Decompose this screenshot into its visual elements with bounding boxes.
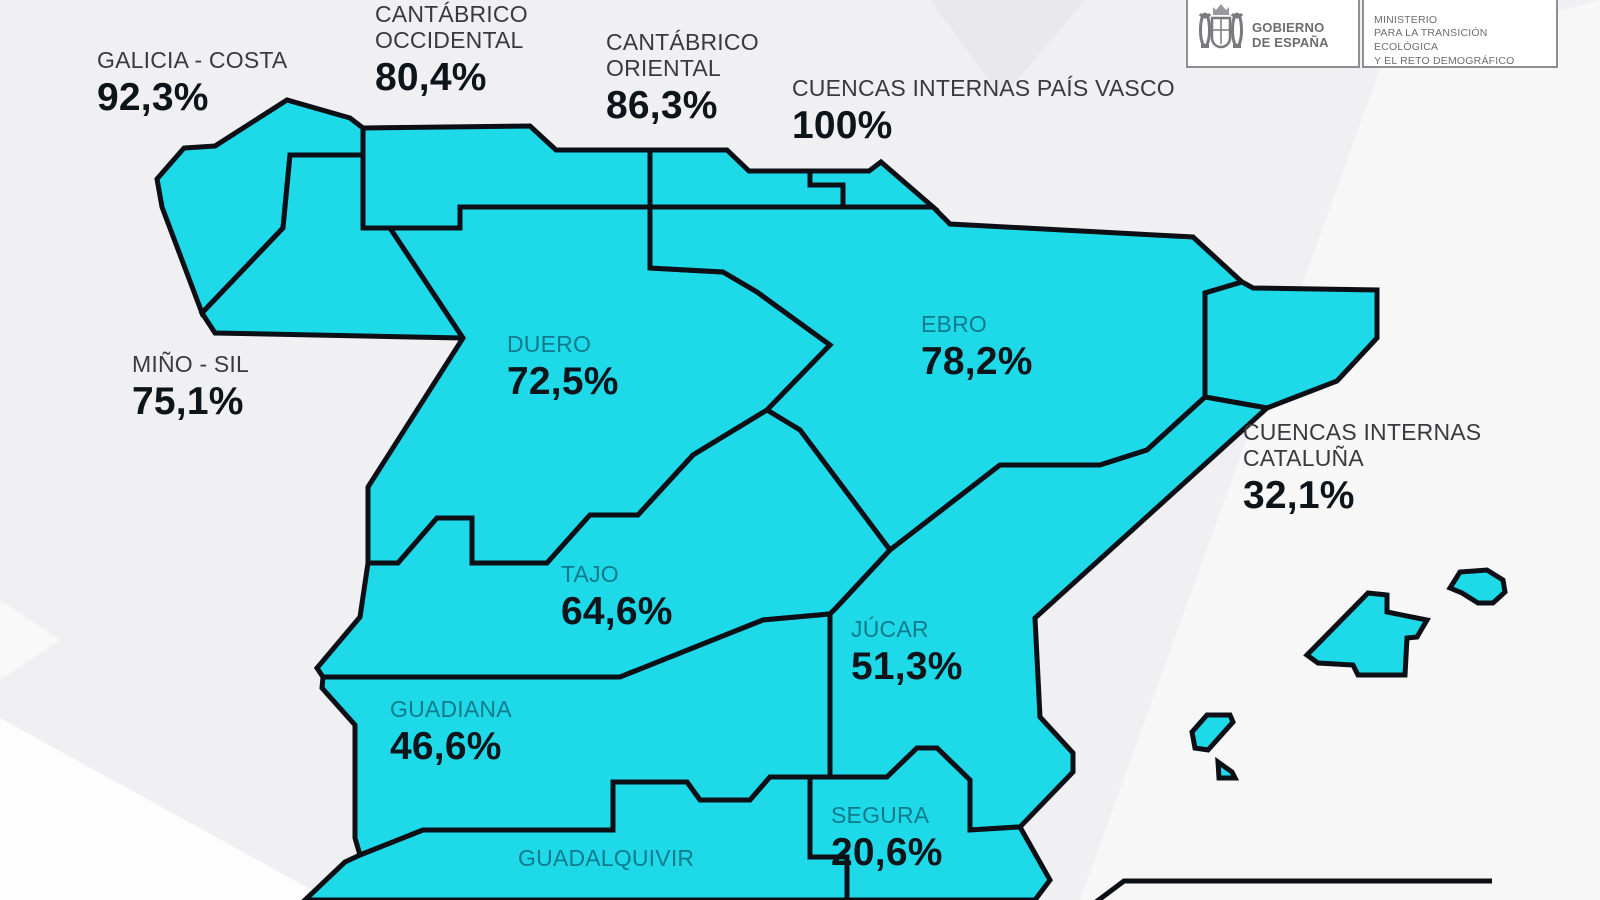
region-guadalquivir <box>301 774 850 900</box>
region-value-cantabrico-oriental: 86,3% <box>606 83 718 127</box>
region-name-mino-sil: MIÑO - SIL <box>132 351 250 377</box>
region-label-segura: SEGURA 20,6% <box>831 802 943 874</box>
region-value-segura: 20,6% <box>831 830 943 874</box>
region-name-galicia-costa: GALICIA - COSTA <box>97 47 288 73</box>
region-name-segura: SEGURA <box>831 802 930 828</box>
region-value-cuencas-internas-pais-vasco: 100% <box>792 103 893 147</box>
region-value-galicia-costa: 92,3% <box>97 75 209 119</box>
region-name-cuencas-internas-cataluna: CUENCAS INTERNAS CATALUÑA <box>1243 419 1482 471</box>
ministry-name: MINISTERIO PARA LA TRANSICIÓN ECOLÓGICA … <box>1374 13 1515 67</box>
ministry-logo-text: TERCERA DEL GOBIERNO MINISTERIO PARA LA … <box>1362 0 1558 68</box>
region-value-mino-sil: 75,1% <box>132 379 244 423</box>
office-line: TERCERA DEL GOBIERNO <box>1374 0 1546 4</box>
region-mallorca <box>1303 590 1431 678</box>
region-name-tajo: TAJO <box>561 561 619 587</box>
region-value-cantabrico-occidental: 80,4% <box>375 55 487 99</box>
region-value-cuencas-internas-cataluna: 32,1% <box>1243 473 1355 517</box>
region-label-jucar: JÚCAR 51,3% <box>851 616 963 688</box>
region-ibiza <box>1189 712 1236 753</box>
gobierno-de-espana-logo: GOBIERNO DE ESPAÑA <box>1186 0 1360 68</box>
gobierno-label: GOBIERNO DE ESPAÑA <box>1252 20 1329 50</box>
region-label-guadiana: GUADIANA 46,6% <box>390 696 512 768</box>
region-name-cuencas-internas-pais-vasco: CUENCAS INTERNAS PAÍS VASCO <box>792 75 1175 101</box>
region-label-mino-sil: MIÑO - SIL 75,1% <box>132 351 250 423</box>
region-name-cantabrico-oriental: CANTÁBRICO ORIENTAL <box>606 29 759 81</box>
region-name-cantabrico-occidental: CANTÁBRICO OCCIDENTAL <box>375 1 528 53</box>
region-label-tajo: TAJO 64,6% <box>561 561 673 633</box>
region-tajo <box>313 407 894 680</box>
region-label-galicia-costa: GALICIA - COSTA 92,3% <box>97 47 288 119</box>
region-name-jucar: JÚCAR <box>851 616 929 642</box>
spain-coat-of-arms-icon <box>1198 4 1244 49</box>
region-formentera <box>1215 756 1240 781</box>
region-value-duero: 72,5% <box>507 359 619 403</box>
region-value-tajo: 64,6% <box>561 589 673 633</box>
region-menorca <box>1446 567 1508 606</box>
region-name-duero: DUERO <box>507 331 592 357</box>
region-label-cantabrico-occidental: CANTÁBRICO OCCIDENTAL 80,4% <box>375 1 528 99</box>
region-label-ebro: EBRO 78,2% <box>921 311 1033 383</box>
region-label-duero: DUERO 72,5% <box>507 331 619 403</box>
region-label-cuencas-internas-pais-vasco: CUENCAS INTERNAS PAÍS VASCO 100% <box>792 75 1175 147</box>
region-segura <box>807 745 1053 900</box>
region-name-guadiana: GUADIANA <box>390 696 512 722</box>
region-label-cantabrico-oriental: CANTÁBRICO ORIENTAL 86,3% <box>606 29 759 127</box>
region-value-ebro: 78,2% <box>921 339 1033 383</box>
region-label-guadalquivir: GUADALQUIVIR <box>518 845 695 872</box>
region-value-jucar: 51,3% <box>851 644 963 688</box>
region-label-cuencas-internas-cataluna: CUENCAS INTERNAS CATALUÑA 32,1% <box>1243 419 1482 517</box>
region-name-ebro: EBRO <box>921 311 987 337</box>
region-cuencas-internas-cataluna <box>1202 279 1380 411</box>
region-value-guadiana: 46,6% <box>390 724 502 768</box>
region-name-guadalquivir: GUADALQUIVIR <box>518 845 695 871</box>
